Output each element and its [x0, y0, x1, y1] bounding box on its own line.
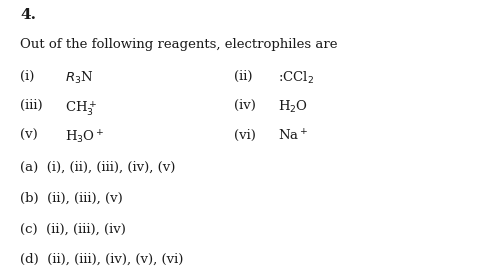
Text: $R_3$N: $R_3$N: [65, 70, 93, 86]
Text: (vi): (vi): [234, 129, 255, 142]
Text: (b)  (ii), (iii), (v): (b) (ii), (iii), (v): [20, 192, 123, 205]
Text: CH$_3^+$: CH$_3^+$: [65, 99, 97, 118]
Text: (iv): (iv): [234, 99, 255, 112]
Text: (ii): (ii): [234, 70, 252, 83]
Text: H$_3$O$^+$: H$_3$O$^+$: [65, 129, 104, 146]
Text: 4.: 4.: [20, 8, 36, 22]
Text: Na$^+$: Na$^+$: [278, 129, 309, 144]
Text: (c)  (ii), (iii), (iv): (c) (ii), (iii), (iv): [20, 222, 126, 236]
Text: :CCl$_2$: :CCl$_2$: [278, 70, 314, 86]
Text: Out of the following reagents, electrophiles are: Out of the following reagents, electroph…: [20, 38, 337, 51]
Text: (d)  (ii), (iii), (iv), (v), (vi): (d) (ii), (iii), (iv), (v), (vi): [20, 253, 183, 266]
Text: (i): (i): [20, 70, 34, 83]
Text: (iii): (iii): [20, 99, 43, 112]
Text: (v): (v): [20, 129, 38, 142]
Text: (a)  (i), (ii), (iii), (iv), (v): (a) (i), (ii), (iii), (iv), (v): [20, 161, 175, 174]
Text: H$_2$O: H$_2$O: [278, 99, 308, 115]
